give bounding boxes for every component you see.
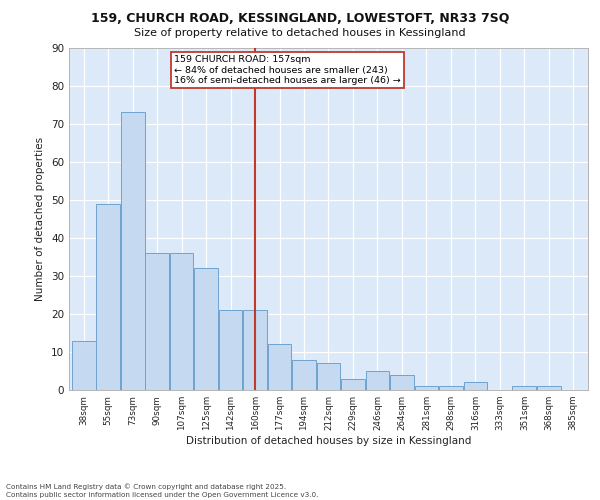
Bar	[243, 310, 267, 390]
Bar	[219, 310, 242, 390]
Bar	[317, 364, 340, 390]
Bar	[464, 382, 487, 390]
Bar	[72, 340, 95, 390]
Bar	[121, 112, 145, 390]
Bar	[415, 386, 438, 390]
Bar	[292, 360, 316, 390]
Bar	[537, 386, 561, 390]
X-axis label: Distribution of detached houses by size in Kessingland: Distribution of detached houses by size …	[186, 436, 471, 446]
Bar	[365, 371, 389, 390]
Bar	[96, 204, 120, 390]
Bar	[194, 268, 218, 390]
Y-axis label: Number of detached properties: Number of detached properties	[35, 136, 46, 301]
Bar	[390, 375, 414, 390]
Bar	[145, 253, 169, 390]
Text: Size of property relative to detached houses in Kessingland: Size of property relative to detached ho…	[134, 28, 466, 38]
Text: 159, CHURCH ROAD, KESSINGLAND, LOWESTOFT, NR33 7SQ: 159, CHURCH ROAD, KESSINGLAND, LOWESTOFT…	[91, 12, 509, 24]
Text: Contains HM Land Registry data © Crown copyright and database right 2025.
Contai: Contains HM Land Registry data © Crown c…	[6, 484, 319, 498]
Bar	[268, 344, 292, 390]
Bar	[439, 386, 463, 390]
Bar	[512, 386, 536, 390]
Text: 159 CHURCH ROAD: 157sqm
← 84% of detached houses are smaller (243)
16% of semi-d: 159 CHURCH ROAD: 157sqm ← 84% of detache…	[174, 55, 401, 85]
Bar	[170, 253, 193, 390]
Bar	[341, 378, 365, 390]
